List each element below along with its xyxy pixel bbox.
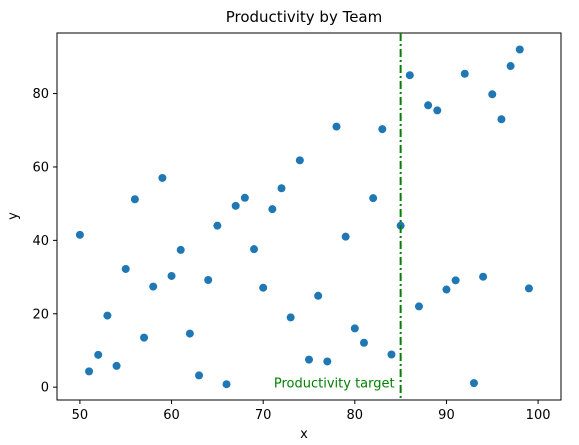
data-point [524,284,533,293]
data-point [515,45,524,54]
data-point [286,313,295,322]
data-point [359,338,368,347]
x-tick-label: 80 [347,408,364,423]
data-point [149,282,158,291]
x-tick-label: 60 [163,408,180,423]
x-axis-ticks: 50 60 70 80 90 100 [72,400,551,423]
data-point [295,156,304,165]
data-point [250,245,259,254]
reference-line-group: Productivity target [274,33,402,400]
data-point [277,184,286,193]
data-point [442,285,451,294]
data-point [176,245,185,254]
data-point [231,201,240,210]
data-point [332,122,341,131]
y-tick-label: 0 [41,381,49,396]
data-point [305,355,313,364]
data-point [460,69,469,78]
data-point [433,106,442,115]
data-point [222,380,231,389]
data-point [85,367,94,376]
data-point [497,115,506,124]
data-point [378,125,387,134]
y-tick-label: 40 [32,234,49,249]
data-point [341,232,350,241]
data-point [506,62,515,71]
x-tick-label: 50 [72,408,89,423]
data-point [158,173,167,182]
data-point [121,264,130,273]
data-point [103,311,112,320]
data-point [167,271,176,280]
plot-frame [56,32,562,401]
data-point [112,361,121,370]
data-point [479,272,488,281]
x-axis-label: x [300,427,308,441]
scatter-points [75,45,533,389]
data-point [451,276,460,285]
data-point [94,350,103,359]
data-point [369,194,378,203]
data-point [424,101,433,110]
data-point [75,230,84,239]
y-axis-ticks: 0 20 40 60 80 [32,87,57,396]
y-tick-label: 20 [32,307,49,322]
x-tick-label: 90 [438,408,455,423]
data-point [130,195,139,204]
y-tick-label: 80 [32,87,49,102]
data-point [387,350,396,359]
x-tick-label: 100 [526,408,551,423]
chart-title: Productivity by Team [226,8,383,26]
data-point [323,357,332,366]
data-point [259,283,268,292]
y-axis-label: y [6,212,21,220]
x-tick-label: 70 [255,408,272,423]
data-point [314,291,323,300]
y-tick-label: 60 [32,160,49,175]
plot-area [56,32,562,401]
data-point [240,193,249,202]
productivity-target-label: Productivity target [274,377,395,392]
data-point [213,221,222,230]
data-point [405,71,414,80]
data-point [204,275,213,284]
data-point [350,324,359,333]
data-point [469,379,478,388]
data-point [195,371,204,380]
data-point [488,90,497,99]
data-point [140,333,149,342]
data-point [185,329,194,338]
data-point [268,205,277,214]
data-point [414,302,423,311]
